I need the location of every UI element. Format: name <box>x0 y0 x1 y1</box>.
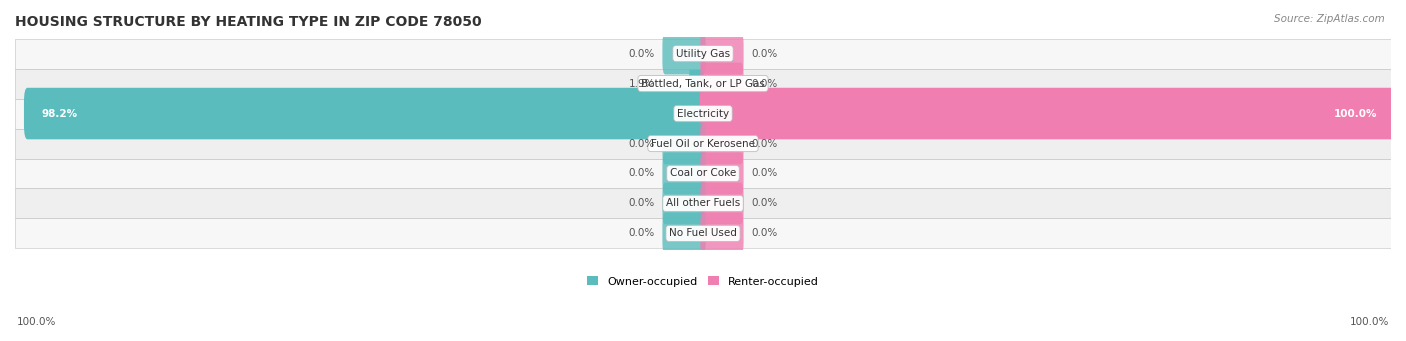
FancyBboxPatch shape <box>700 153 744 194</box>
Bar <box>15 129 1391 159</box>
Bar <box>15 39 1391 69</box>
Text: 0.0%: 0.0% <box>751 228 778 238</box>
Text: 1.9%: 1.9% <box>628 78 655 89</box>
Legend: Owner-occupied, Renter-occupied: Owner-occupied, Renter-occupied <box>582 272 824 291</box>
Text: 0.0%: 0.0% <box>628 198 655 208</box>
Text: 0.0%: 0.0% <box>751 138 778 149</box>
FancyBboxPatch shape <box>662 33 706 74</box>
FancyBboxPatch shape <box>700 88 1395 139</box>
Bar <box>15 99 1391 129</box>
Text: All other Fuels: All other Fuels <box>666 198 740 208</box>
Text: Coal or Coke: Coal or Coke <box>669 168 737 178</box>
Bar <box>15 39 1391 69</box>
Text: 0.0%: 0.0% <box>628 49 655 59</box>
Bar <box>15 219 1391 249</box>
Text: HOUSING STRUCTURE BY HEATING TYPE IN ZIP CODE 78050: HOUSING STRUCTURE BY HEATING TYPE IN ZIP… <box>15 15 482 29</box>
Bar <box>15 159 1391 189</box>
Text: 100.0%: 100.0% <box>17 317 56 327</box>
Bar <box>15 159 1391 189</box>
Text: 0.0%: 0.0% <box>628 138 655 149</box>
FancyBboxPatch shape <box>662 123 706 164</box>
Bar <box>15 219 1391 249</box>
Text: Utility Gas: Utility Gas <box>676 49 730 59</box>
Text: 100.0%: 100.0% <box>1334 108 1378 119</box>
FancyBboxPatch shape <box>700 212 744 254</box>
Text: Electricity: Electricity <box>676 108 730 119</box>
Text: 0.0%: 0.0% <box>751 168 778 178</box>
FancyBboxPatch shape <box>689 70 703 97</box>
FancyBboxPatch shape <box>662 183 706 224</box>
Text: 98.2%: 98.2% <box>41 108 77 119</box>
FancyBboxPatch shape <box>662 212 706 254</box>
Text: 0.0%: 0.0% <box>751 49 778 59</box>
FancyBboxPatch shape <box>662 153 706 194</box>
FancyBboxPatch shape <box>24 88 706 139</box>
Text: Bottled, Tank, or LP Gas: Bottled, Tank, or LP Gas <box>641 78 765 89</box>
Text: 0.0%: 0.0% <box>751 198 778 208</box>
Bar <box>15 69 1391 99</box>
Text: No Fuel Used: No Fuel Used <box>669 228 737 238</box>
Bar <box>15 189 1391 219</box>
Text: Fuel Oil or Kerosene: Fuel Oil or Kerosene <box>651 138 755 149</box>
Bar <box>15 129 1391 159</box>
FancyBboxPatch shape <box>700 33 744 74</box>
Text: 100.0%: 100.0% <box>1350 317 1389 327</box>
Bar <box>15 189 1391 219</box>
Text: 0.0%: 0.0% <box>628 168 655 178</box>
Text: Source: ZipAtlas.com: Source: ZipAtlas.com <box>1274 14 1385 24</box>
FancyBboxPatch shape <box>700 63 744 104</box>
FancyBboxPatch shape <box>700 183 744 224</box>
FancyBboxPatch shape <box>700 123 744 164</box>
Text: 0.0%: 0.0% <box>628 228 655 238</box>
Bar <box>15 69 1391 99</box>
Bar <box>15 99 1391 129</box>
Text: 0.0%: 0.0% <box>751 78 778 89</box>
